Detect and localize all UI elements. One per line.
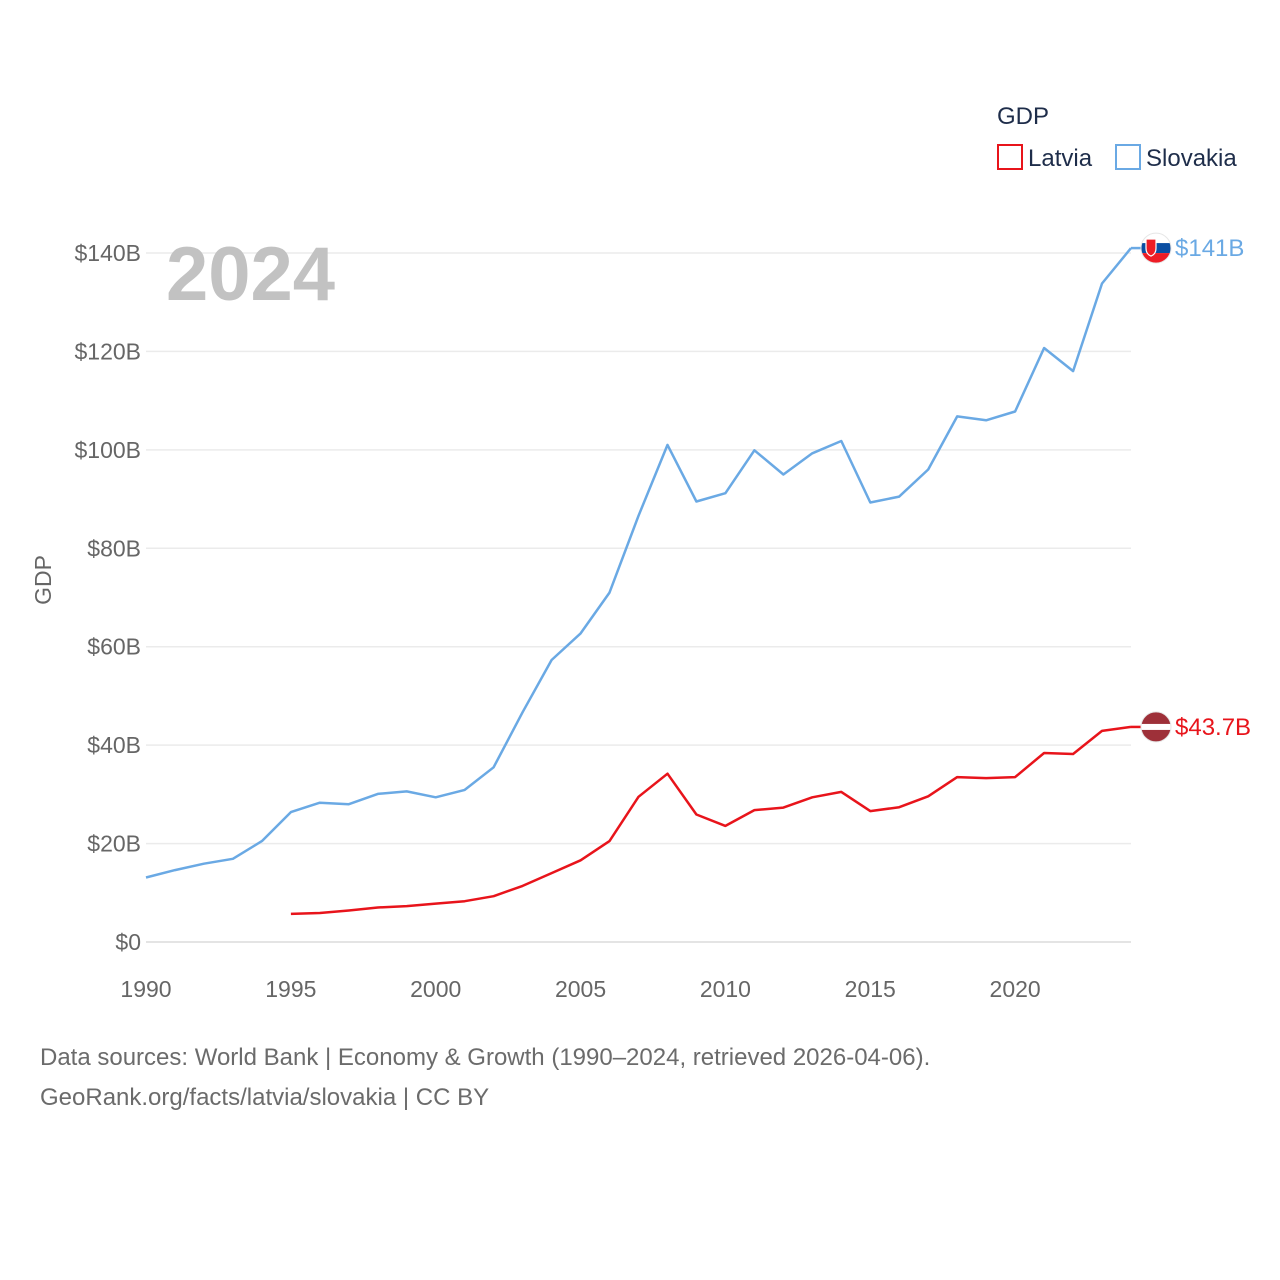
latvia-flag-icon xyxy=(1140,711,1172,743)
year-watermark: 2024 xyxy=(166,232,335,317)
y-axis-label: GDP xyxy=(30,555,56,605)
x-tick-label: 1990 xyxy=(120,976,171,1002)
legend-title: GDP xyxy=(997,103,1049,130)
x-tick-label: 2000 xyxy=(410,976,461,1002)
series-lines xyxy=(145,247,1132,916)
y-tick-label: $120B xyxy=(74,338,141,364)
y-tick-label: $60B xyxy=(87,634,141,660)
legend-item-slovakia[interactable]: Slovakia xyxy=(1115,144,1237,172)
y-axis: $0 $20B $40B $60B $80B $100B $120B $140B xyxy=(74,240,141,955)
end-value-label-slovakia: $141B xyxy=(1175,235,1244,262)
end-value-label-latvia: $43.7B xyxy=(1175,714,1251,741)
x-tick-label: 2010 xyxy=(700,976,751,1002)
y-tick-label: $140B xyxy=(74,240,141,266)
legend-label-slovakia: Slovakia xyxy=(1146,145,1237,172)
y-tick-label: $100B xyxy=(74,437,141,463)
y-tick-label: $40B xyxy=(87,732,141,758)
legend-swatch-latvia xyxy=(997,144,1023,170)
legend-label-latvia: Latvia xyxy=(1028,145,1093,172)
x-axis: 1990 1995 2000 2005 2010 2015 2020 xyxy=(120,976,1040,1002)
x-tick-label: 2020 xyxy=(990,976,1041,1002)
x-tick-label: 2005 xyxy=(555,976,606,1002)
footer-attribution: GeoRank.org/facts/latvia/slovakia | CC B… xyxy=(40,1084,490,1111)
series-line-latvia xyxy=(290,725,1132,916)
end-markers: $43.7B $141B xyxy=(1131,232,1251,743)
legend: GDP Latvia Slovakia xyxy=(997,103,1237,172)
y-tick-label: $20B xyxy=(87,831,141,857)
x-tick-label: 2015 xyxy=(845,976,896,1002)
legend-swatch-slovakia xyxy=(1115,144,1141,170)
footer-sources: Data sources: World Bank | Economy & Gro… xyxy=(40,1044,931,1071)
slovakia-flag-icon xyxy=(1140,232,1172,264)
legend-item-latvia[interactable]: Latvia xyxy=(997,144,1093,172)
series-line-slovakia xyxy=(145,247,1132,879)
y-tick-label: $80B xyxy=(87,535,141,561)
gridlines xyxy=(146,252,1131,943)
y-tick-label: $0 xyxy=(115,929,141,955)
x-tick-label: 1995 xyxy=(265,976,316,1002)
